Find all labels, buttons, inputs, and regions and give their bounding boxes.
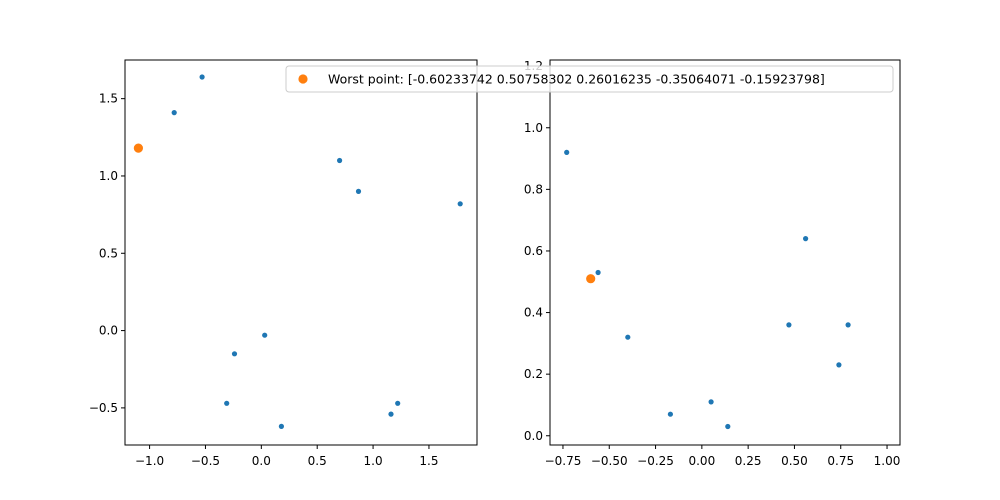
data-point <box>564 149 570 155</box>
x-tick-label: 0.0 <box>252 454 271 468</box>
data-point <box>395 400 401 406</box>
data-point <box>278 423 284 429</box>
data-point <box>725 423 731 430</box>
data-point <box>262 332 268 338</box>
x-tick-label: −0.50 <box>591 454 628 468</box>
legend-box <box>285 65 894 93</box>
left-scatter-axes: −1.0 −0.5 0.0 0.5 1.0 1.5 −0.5 0.0 0.5 1.0 1.5 <box>89 59 478 468</box>
data-point <box>231 351 238 357</box>
x-tick-label: 1.00 <box>874 454 901 468</box>
legend-label: Worst point: [-0.60233742 0.50758302 0.2… <box>328 72 825 87</box>
x-tick-label: −1.0 <box>135 454 164 468</box>
x-tick-label: 0.25 <box>735 454 762 468</box>
axes-frame <box>124 59 478 446</box>
data-point <box>803 236 809 242</box>
data-point <box>224 400 230 406</box>
x-tick-label: 0.75 <box>827 454 854 468</box>
x-tick-label: 1.0 <box>364 454 383 468</box>
x-tick-label: 1.5 <box>419 454 438 468</box>
y-tick-label: 0.6 <box>524 244 543 258</box>
right-scatter-axes: −0.75 −0.50 −0.25 0.00 0.25 0.50 0.75 1.00 0.0 0.… <box>524 59 901 468</box>
y-tick-label: 0.0 <box>524 429 543 443</box>
x-tick-label: 0.00 <box>688 454 715 468</box>
legend: Worst point: [-0.60233742 0.50758302 0.2… <box>285 65 894 93</box>
data-point <box>708 399 714 405</box>
worst-point-marker <box>586 274 596 284</box>
data-point <box>625 334 631 340</box>
data-point <box>199 74 205 80</box>
data-point <box>171 110 177 116</box>
y-tick-label: 1.5 <box>99 92 118 106</box>
data-point <box>786 322 792 328</box>
x-tick-label: −0.75 <box>545 454 582 468</box>
worst-point-marker <box>133 143 143 153</box>
y-tick-label: 0.8 <box>524 182 543 196</box>
data-point <box>355 188 362 194</box>
y-tick-label: −0.5 <box>89 401 118 415</box>
x-tick-label: −0.25 <box>637 454 674 468</box>
axes-frame <box>549 59 901 446</box>
x-tick-label: 0.5 <box>308 454 327 468</box>
x-tick-label: −0.5 <box>191 454 220 468</box>
data-point <box>836 362 842 368</box>
data-point <box>457 201 463 207</box>
y-tick-label: 1.0 <box>524 121 543 135</box>
y-tick-label: 1.0 <box>99 169 118 183</box>
y-tick-label: 0.5 <box>99 246 118 260</box>
data-point <box>667 411 674 417</box>
data-point <box>845 322 851 328</box>
y-tick-label: 0.4 <box>524 306 543 320</box>
data-point <box>337 157 343 164</box>
y-tick-label: 0.2 <box>524 367 543 381</box>
legend-worst-marker <box>298 74 308 84</box>
y-tick-label: 0.0 <box>99 324 118 338</box>
data-point <box>595 269 601 276</box>
data-point <box>388 411 394 417</box>
x-tick-label: 0.50 <box>781 454 808 468</box>
